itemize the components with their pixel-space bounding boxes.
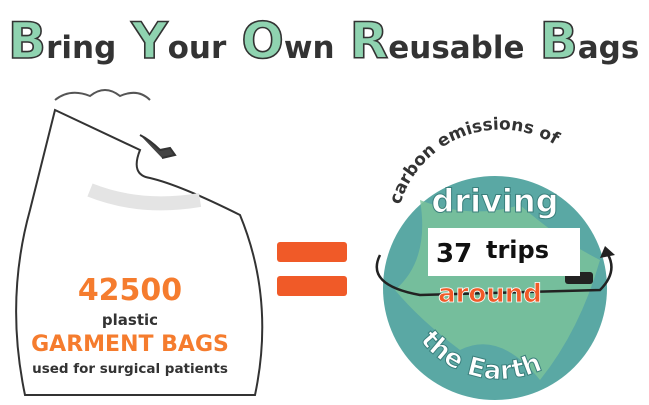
title: Bring Your Own Reusable Bags: [8, 12, 639, 70]
title-word: eusable: [388, 30, 524, 66]
bag-count: 42500: [78, 273, 182, 308]
title-initial: B: [8, 12, 46, 70]
equals-bar: [277, 242, 347, 262]
bag-line: used for surgical patients: [32, 361, 228, 377]
title-initial: Y: [130, 12, 168, 70]
arrow-head: [600, 246, 615, 258]
globe-word: driving: [431, 182, 558, 220]
title-word: our: [168, 30, 227, 66]
equals-bar: [277, 276, 347, 296]
bag-line: GARMENT BAGS: [31, 332, 229, 357]
globe-word: around: [438, 279, 542, 309]
title-word: ring: [46, 30, 116, 66]
bag-line: plastic: [102, 311, 158, 329]
title-word: ags: [578, 30, 640, 66]
title-initial: B: [540, 12, 578, 70]
title-initial: O: [241, 12, 284, 70]
infographic: Bring Your Own Reusable Bags 42500 plast…: [0, 0, 649, 405]
trips-label: trips: [486, 236, 549, 264]
trips-number: 37: [436, 239, 472, 269]
title-initial: R: [350, 12, 389, 70]
title-word: wn: [284, 30, 335, 66]
